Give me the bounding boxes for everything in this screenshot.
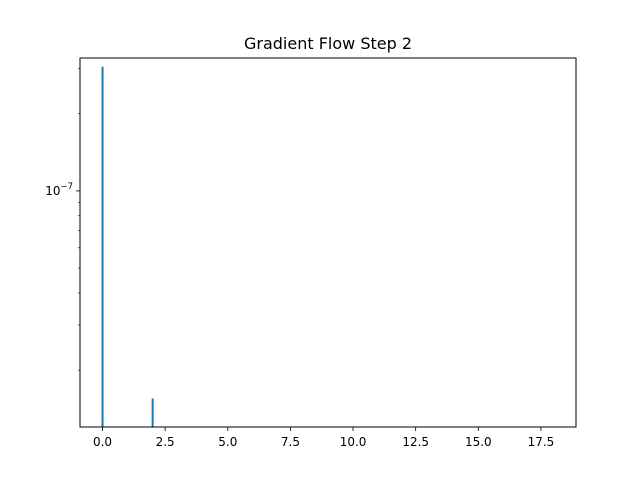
x-tick-label: 12.5 — [402, 435, 429, 449]
x-tick-label: 5.0 — [218, 435, 237, 449]
x-tick-label: 7.5 — [281, 435, 300, 449]
x-tick-label: 17.5 — [528, 435, 555, 449]
x-tick-label: 0.0 — [93, 435, 112, 449]
x-tick-label: 2.5 — [156, 435, 175, 449]
x-tick-label: 10.0 — [340, 435, 367, 449]
y-tick-label-base: 10 — [45, 184, 60, 198]
y-tick-label-exponent: −7 — [60, 182, 73, 192]
x-tick-label: 15.0 — [465, 435, 492, 449]
chart-title: Gradient Flow Step 2 — [244, 34, 412, 53]
